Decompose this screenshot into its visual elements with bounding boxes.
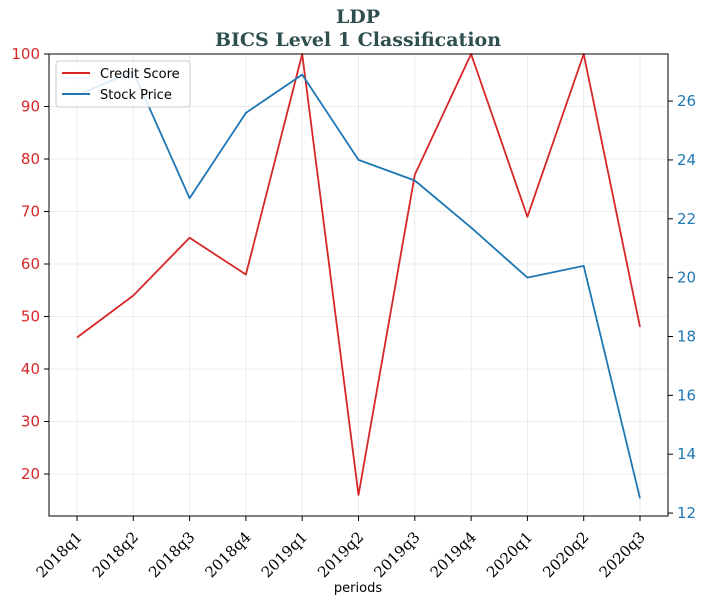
y-right-tick-label: 18	[677, 327, 696, 345]
y-left-tick-label: 30	[21, 413, 40, 431]
x-tick-label: 2018q1	[33, 528, 86, 581]
chart-title: LDP	[336, 6, 380, 28]
y-right-tick-label: 16	[677, 386, 696, 404]
x-tick-label: 2018q2	[89, 528, 142, 581]
x-tick-label: 2019q3	[370, 528, 423, 581]
x-tick-label: 2020q2	[539, 528, 592, 581]
y-right-tick-label: 20	[677, 269, 696, 287]
x-tick-label: 2019q4	[427, 528, 480, 581]
grid	[49, 53, 668, 516]
chart-subtitle: BICS Level 1 Classification	[215, 29, 501, 51]
y-right-tick-label: 26	[677, 92, 696, 110]
y-left-tick-label: 40	[21, 360, 40, 378]
x-tick-label: 2019q2	[314, 528, 367, 581]
axes-ticks: 2018q1 2018q2 2018q3 2018q4 2019q1 2019q2 2019…	[11, 45, 696, 581]
series-line-stock-price	[76, 70, 641, 499]
x-axis-label: periods	[334, 581, 382, 596]
y-right-tick-label: 22	[677, 210, 696, 228]
legend-label-stock-price: Stock Price	[100, 88, 172, 103]
x-tick-label: 2020q1	[483, 528, 536, 581]
legend: Credit Score Stock Price	[55, 60, 191, 108]
x-tick-label: 2019q1	[258, 528, 311, 581]
y-left-tick-label: 70	[21, 203, 40, 221]
y-right-tick-label: 24	[677, 151, 696, 169]
y-left-tick-label: 20	[21, 465, 40, 483]
series-lines	[76, 53, 641, 499]
x-tick-label: 2018q3	[145, 528, 198, 581]
legend-label-credit-score: Credit Score	[100, 67, 180, 82]
y-right-tick-label: 14	[677, 445, 696, 463]
y-left-tick-label: 90	[21, 98, 40, 116]
series-line-credit-score	[76, 53, 641, 496]
x-tick-label: 2018q4	[201, 528, 254, 581]
y-right-tick-label: 12	[677, 504, 696, 522]
y-left-tick-label: 60	[21, 255, 40, 273]
y-left-tick-label: 80	[21, 150, 40, 168]
x-tick-label: 2020q3	[596, 528, 649, 581]
y-left-tick-label: 50	[21, 308, 40, 326]
y-left-tick-label: 100	[11, 45, 40, 63]
